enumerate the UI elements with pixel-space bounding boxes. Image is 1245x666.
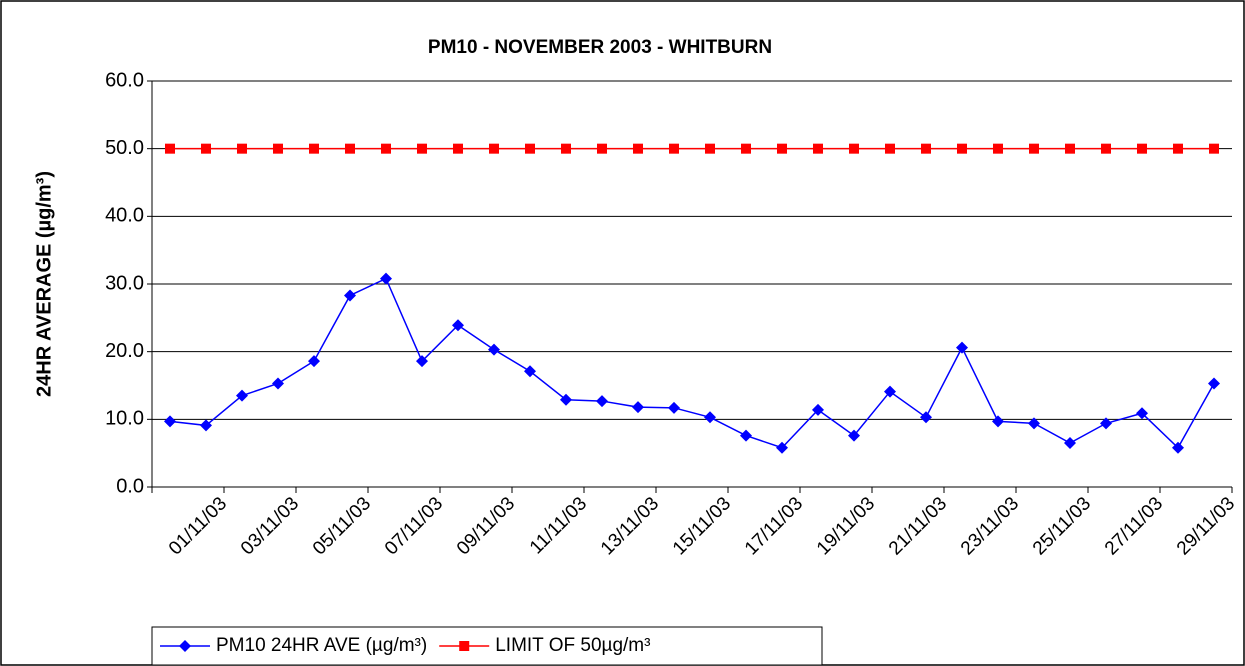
- y-tick-label: 40.0: [105, 205, 144, 227]
- y-tick-label: 50.0: [105, 137, 144, 159]
- data-point: [200, 419, 212, 432]
- data-point: [740, 429, 752, 442]
- data-point: [1137, 143, 1147, 154]
- data-point: [452, 319, 464, 332]
- data-point: [1173, 143, 1183, 154]
- data-point: [705, 143, 715, 154]
- data-point: [561, 143, 571, 154]
- data-point: [920, 411, 932, 424]
- data-point: [524, 365, 536, 378]
- data-point: [849, 143, 859, 154]
- data-point: [776, 441, 788, 454]
- legend-label: LIMIT OF 50µg/m³: [495, 635, 650, 656]
- data-point: [1028, 417, 1040, 430]
- y-tick-label: 10.0: [105, 408, 144, 430]
- data-point: [381, 143, 391, 154]
- data-point: [957, 143, 967, 154]
- data-point: [344, 289, 356, 302]
- data-point: [560, 393, 572, 406]
- data-point: [489, 143, 499, 154]
- y-tick-label: 60.0: [105, 69, 144, 91]
- data-point: [1172, 441, 1184, 454]
- data-point: [884, 385, 896, 398]
- data-point: [597, 143, 607, 154]
- series-line: [169, 277, 1215, 449]
- data-point: [459, 641, 470, 651]
- y-tick-label: 20.0: [105, 340, 144, 362]
- data-point: [1065, 143, 1075, 154]
- data-point: [1208, 377, 1220, 390]
- data-point: [417, 143, 427, 154]
- data-point: [380, 272, 392, 285]
- data-point: [453, 143, 463, 154]
- data-point: [992, 415, 1004, 428]
- y-tick-label: 0.0: [116, 475, 144, 497]
- data-point: [848, 429, 860, 442]
- data-point: [308, 355, 320, 368]
- data-point: [812, 403, 824, 416]
- data-point: [921, 143, 931, 154]
- data-point: [632, 401, 644, 414]
- data-point: [345, 143, 355, 154]
- data-point: [1101, 143, 1111, 154]
- data-point: [993, 143, 1003, 154]
- data-point: [885, 143, 895, 154]
- data-point: [668, 401, 680, 414]
- data-point: [165, 143, 175, 154]
- chart-title: PM10 - NOVEMBER 2003 - WHITBURN: [428, 37, 772, 58]
- data-point: [813, 143, 823, 154]
- data-point: [201, 143, 211, 154]
- data-point: [633, 143, 643, 154]
- data-point: [669, 143, 679, 154]
- data-point: [525, 143, 535, 154]
- data-point: [179, 640, 191, 652]
- y-axis-label: 24HR AVERAGE (µg/m³): [33, 171, 55, 397]
- data-point: [596, 395, 608, 408]
- data-point: [704, 411, 716, 424]
- data-point: [956, 341, 968, 354]
- data-point: [164, 415, 176, 428]
- data-point: [236, 389, 248, 402]
- data-point: [416, 355, 428, 368]
- data-point: [1100, 417, 1112, 430]
- data-point: [309, 143, 319, 154]
- data-point: [488, 343, 500, 356]
- data-point: [1136, 407, 1148, 420]
- data-point: [741, 143, 751, 154]
- data-point: [273, 143, 283, 154]
- legend-label: PM10 24HR AVE (µg/m³): [216, 635, 427, 656]
- y-tick-label: 30.0: [105, 272, 144, 294]
- data-point: [237, 143, 247, 154]
- data-point: [1209, 143, 1219, 154]
- data-point: [777, 143, 787, 154]
- data-point: [1064, 437, 1076, 450]
- data-point: [1029, 143, 1039, 154]
- data-point: [272, 377, 284, 390]
